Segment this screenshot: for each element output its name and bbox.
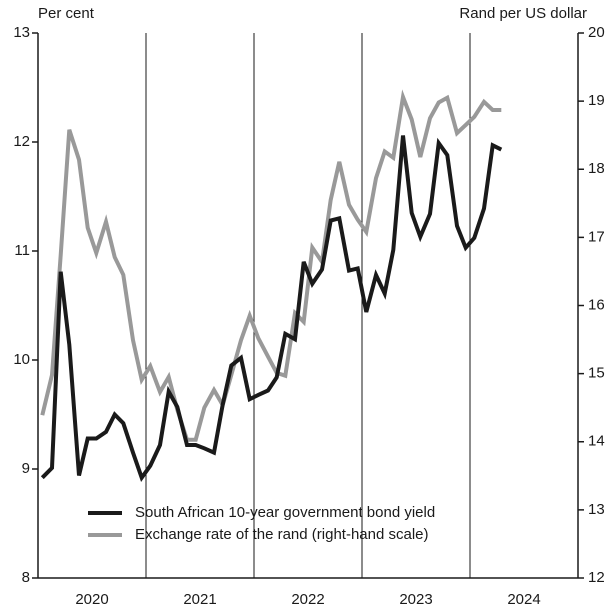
y2-tick-label: 20	[588, 24, 605, 41]
y2-tick-label: 13	[588, 501, 605, 518]
y2-tick-label: 14	[588, 433, 605, 450]
x-tick-label: 2024	[507, 591, 540, 608]
y2-tick-label: 17	[588, 228, 605, 245]
y2-tick-label: 16	[588, 296, 605, 313]
y-tick-label: 10	[13, 351, 30, 368]
legend-label: Exchange rate of the rand (right-hand sc…	[135, 526, 429, 543]
y-tick-label: 9	[22, 460, 30, 477]
y2-tick-label: 15	[588, 365, 605, 382]
series-line	[40, 135, 503, 483]
y-tick-label: 8	[22, 569, 30, 586]
series-line	[40, 89, 502, 442]
y-tick-label: 11	[14, 242, 30, 259]
y-tick-label: 12	[13, 133, 30, 150]
y2-tick-label: 19	[588, 92, 605, 109]
x-tick-label: 2021	[183, 591, 216, 608]
x-tick-label: 2022	[291, 591, 324, 608]
y2-tick-label: 18	[588, 160, 605, 177]
y-axis-label: Per cent	[38, 5, 95, 22]
legend-label: South African 10-year government bond yi…	[135, 504, 435, 521]
y2-tick-label: 12	[588, 569, 605, 586]
x-tick-label: 2023	[399, 591, 432, 608]
x-tick-label: 2020	[75, 591, 108, 608]
y-tick-label: 13	[13, 24, 30, 41]
y2-axis-label: Rand per US dollar	[459, 5, 587, 22]
